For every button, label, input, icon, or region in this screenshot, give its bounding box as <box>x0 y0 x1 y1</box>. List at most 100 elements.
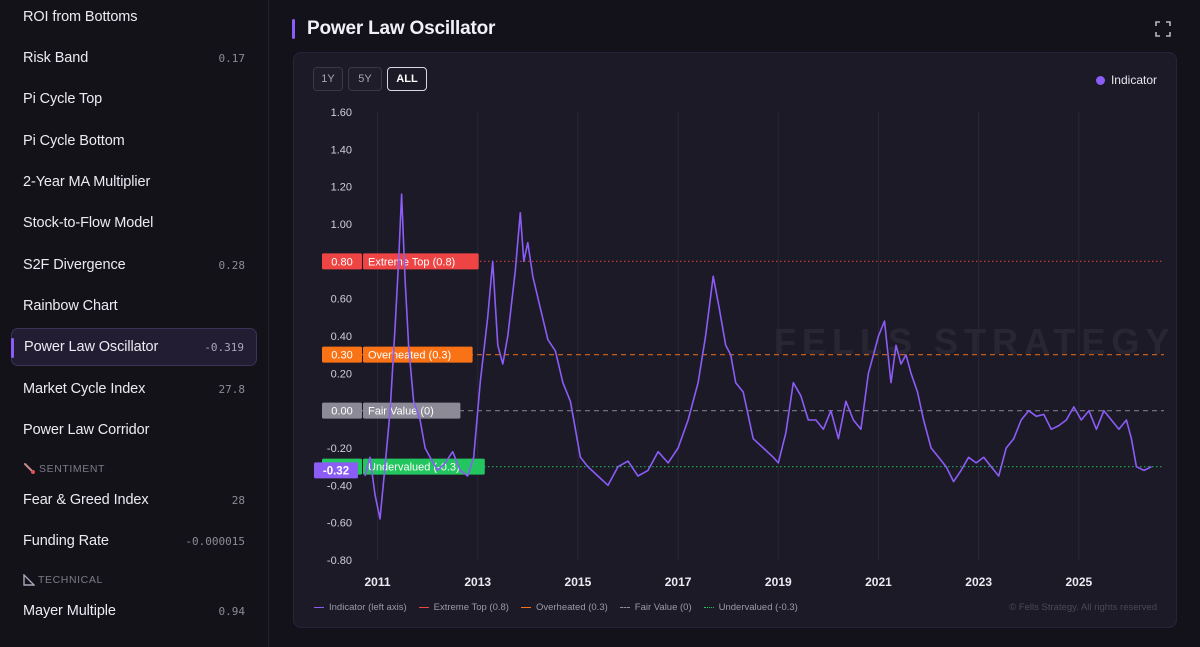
reference-badge: 0.30 Overheated (0.3) <box>322 346 473 363</box>
legend-swatch-indicator <box>1095 75 1105 85</box>
page-title: Power Law Oscillator <box>307 18 496 39</box>
bottom-legend-label: Undervalued (-0.3) <box>718 602 798 613</box>
reference-badge-label-bg <box>363 253 479 270</box>
reference-badge-label: Undervalued (-0.3) <box>368 462 460 474</box>
bottom-legend-item[interactable]: Undervalued (-0.3) <box>703 602 798 613</box>
reference-badge-label-bg <box>363 346 473 363</box>
sidebar-item-label: 2-Year MA Multiplier <box>23 174 151 190</box>
sidebar-item-2-year-ma-multiplier[interactable]: 2-Year MA Multiplier <box>11 163 257 201</box>
sidebar-item-value: 27.8 <box>218 382 246 396</box>
range-button-all[interactable]: ALL <box>387 67 427 91</box>
sidebar-item-funding-rate[interactable]: Funding Rate -0.000015 <box>11 522 257 560</box>
y-tick-label: 0.60 <box>331 294 352 306</box>
sidebar-item-label: Rainbow Chart <box>23 298 118 314</box>
y-tick-label: 0.20 <box>331 368 352 380</box>
sidebar-item-power-law-corridor[interactable]: Power Law Corridor <box>11 411 257 449</box>
bottom-legend-item[interactable]: Extreme Top (0.8) <box>418 602 509 613</box>
sidebar-item-market-cycle-index[interactable]: Market Cycle Index 27.8 <box>11 370 257 408</box>
sidebar: ROI from Bottoms Risk Band 0.17 Pi Cycle … <box>0 0 269 647</box>
sidebar-item-rainbow-chart[interactable]: Rainbow Chart <box>11 287 257 325</box>
section-header-label: SENTIMENT <box>39 462 106 475</box>
sidebar-item-label: Power Law Oscillator <box>24 339 159 355</box>
sidebar-item-pi-cycle-top[interactable]: Pi Cycle Top <box>11 80 257 118</box>
chart-plot[interactable]: 2011 2013 2015 2017 2019 2021 2023 2025 1.60 1.40… <box>294 53 1178 629</box>
reference-badge: 0.80 Extreme Top (0.8) <box>322 253 479 270</box>
y-tick-label: 1.60 <box>331 107 352 119</box>
sidebar-item-label: Stock-to-Flow Model <box>23 215 154 231</box>
sidebar-item-label: Market Cycle Index <box>23 381 146 397</box>
y-tick-label: -0.80 <box>327 555 352 567</box>
bottom-legend-label: Overheated (0.3) <box>535 602 608 613</box>
fullscreen-icon[interactable] <box>1155 21 1171 37</box>
sidebar-item-value: -0.319 <box>204 340 244 354</box>
sidebar-item-power-law-oscillator[interactable]: Power Law Oscillator -0.319 <box>11 328 257 366</box>
sidebar-item-s2f-divergence[interactable]: S2F Divergence 0.28 <box>11 246 257 284</box>
title-accent <box>292 19 295 39</box>
sidebar-item-label: Risk Band <box>23 50 89 66</box>
page-header: Power Law Oscillator <box>292 17 495 41</box>
y-tick-label: 1.00 <box>331 219 352 231</box>
x-tick-label: 2011 <box>365 575 391 589</box>
section-header-sentiment: SENTIMENT <box>23 462 105 475</box>
sidebar-item-mayer-multiple[interactable]: Mayer Multiple 0.94 <box>11 592 257 630</box>
bottom-legend-swatch <box>418 607 429 608</box>
sidebar-item-risk-band[interactable]: Risk Band 0.17 <box>11 39 257 77</box>
sidebar-item-value: 28 <box>231 493 245 507</box>
sidebar-item-roi-from-bottoms[interactable]: ROI from Bottoms <box>11 0 257 36</box>
sidebar-item-label: ROI from Bottoms <box>23 9 138 25</box>
reference-badge-value-bg <box>322 253 362 270</box>
bottom-legend-label: Indicator (left axis) <box>329 602 407 613</box>
thermometer-icon <box>24 463 35 474</box>
x-tick-label: 2015 <box>565 575 592 589</box>
sidebar-item-stock-to-flow-model[interactable]: Stock-to-Flow Model <box>11 204 257 242</box>
reference-badge-label-bg <box>363 458 485 475</box>
legend-label-indicator: Indicator <box>1110 73 1157 87</box>
sidebar-item-pi-cycle-bottom[interactable]: Pi Cycle Bottom <box>11 122 257 160</box>
x-tick-label: 2019 <box>765 575 792 589</box>
sidebar-item-label: Pi Cycle Bottom <box>23 133 125 149</box>
y-tick-label: -0.20 <box>327 443 352 455</box>
reference-badge-value-bg <box>322 346 362 363</box>
x-tick-label: 2013 <box>464 575 491 589</box>
y-tick-label: -0.40 <box>327 480 352 492</box>
y-tick-label: -0.60 <box>327 518 352 530</box>
sidebar-item-label: Fear & Greed Index <box>23 492 149 508</box>
sidebar-item-fear-greed-index[interactable]: Fear & Greed Index 28 <box>11 481 257 519</box>
chart-legend[interactable]: Indicator <box>1095 73 1157 87</box>
bottom-legend-item[interactable]: Fair Value (0) <box>619 602 692 613</box>
reference-badge-value: 0.00 <box>331 406 352 418</box>
bottom-legend-swatch <box>520 607 531 608</box>
reference-badge-value: 0.30 <box>331 350 352 362</box>
chart-bottom-legend: Indicator (left axis) Extreme Top (0.8) Ov… <box>314 602 798 613</box>
ruler-icon <box>23 574 35 586</box>
sidebar-item-label: S2F Divergence <box>23 257 126 273</box>
y-tick-label: 0.40 <box>331 331 352 343</box>
bottom-legend-label: Extreme Top (0.8) <box>433 602 509 613</box>
sidebar-item-value: 0.17 <box>218 51 246 65</box>
reference-badge-label: Extreme Top (0.8) <box>368 256 455 268</box>
x-tick-label: 2021 <box>865 575 892 589</box>
sidebar-item-label: Power Law Corridor <box>23 422 150 438</box>
reference-badge-value-bg <box>322 402 362 419</box>
bottom-legend-swatch <box>619 607 630 608</box>
sidebar-item-value: -0.000015 <box>185 534 245 548</box>
range-button-1y[interactable]: 1Y <box>313 67 343 91</box>
y-tick-label: 1.20 <box>331 182 352 194</box>
reference-badge-value: 0.80 <box>331 256 352 268</box>
sidebar-item-value: 0.94 <box>218 604 246 618</box>
bottom-legend-item[interactable]: Overheated (0.3) <box>520 602 608 613</box>
sidebar-item-label: Mayer Multiple <box>23 603 116 619</box>
bottom-legend-item[interactable]: Indicator (left axis) <box>314 602 407 613</box>
bottom-legend-swatch <box>703 607 714 608</box>
range-button-5y[interactable]: 5Y <box>348 67 382 91</box>
x-tick-label: 2017 <box>665 575 692 589</box>
x-tick-label: 2023 <box>965 575 992 589</box>
reference-badge-label: Fair Value (0) <box>368 406 434 418</box>
current-value-badge-bg <box>314 462 358 479</box>
sidebar-item-label: Pi Cycle Top <box>23 91 103 107</box>
reference-badge-label-bg <box>363 402 461 419</box>
section-header-label: TECHNICAL <box>38 574 103 586</box>
section-header-technical: TECHNICAL <box>23 574 103 586</box>
current-value-badge: -0.32 <box>323 465 349 477</box>
